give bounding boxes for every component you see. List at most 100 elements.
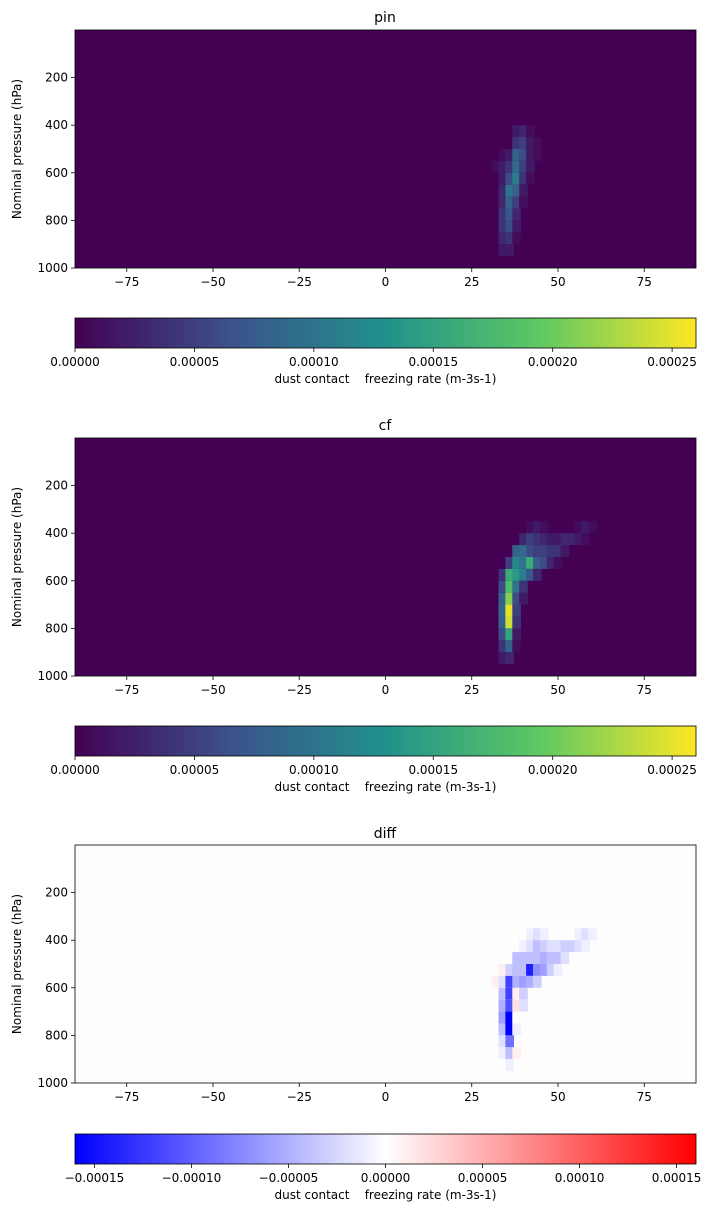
heatmap-cell xyxy=(574,928,584,941)
heatmap-cell xyxy=(512,964,521,976)
heatmap-cell xyxy=(539,521,549,534)
heatmap-cell xyxy=(505,1023,515,1036)
heatmap-cell xyxy=(498,568,508,581)
x-tick-label: 25 xyxy=(464,275,479,289)
heatmap-cell xyxy=(553,952,563,964)
heatmap-cell xyxy=(498,1035,508,1048)
colorbar-tick-label: −0.00010 xyxy=(162,1171,222,1185)
heatmap-cell xyxy=(498,964,508,976)
heatmap-cell xyxy=(498,1011,508,1024)
heatmap-cell xyxy=(526,125,535,138)
heatmap-cell xyxy=(498,652,508,665)
colorbar-tick-label: 0.00005 xyxy=(170,763,220,777)
heatmap-cell xyxy=(526,545,535,557)
heatmap-cell xyxy=(519,987,528,1000)
heatmap-cell xyxy=(512,975,521,988)
heatmap-cell xyxy=(519,125,528,138)
heatmap-cell xyxy=(498,1047,508,1060)
heatmap-cell xyxy=(491,160,501,173)
colorbar-tick-label: 0.00025 xyxy=(647,763,697,777)
colorbar-tick-label: 0.00015 xyxy=(408,355,458,369)
heatmap-cell xyxy=(526,928,535,941)
heatmap-cell xyxy=(519,964,528,976)
heatmap-cell xyxy=(546,964,556,976)
x-tick-label: 75 xyxy=(637,275,652,289)
heatmap-cell xyxy=(512,137,521,149)
heatmap-cell xyxy=(519,149,528,161)
heatmap-cell xyxy=(505,1035,515,1048)
heatmap-cell xyxy=(505,244,515,257)
heatmap-cell xyxy=(498,184,508,197)
heatmap-cell xyxy=(526,160,535,173)
heatmap-cell xyxy=(519,196,528,209)
heatmap-cell xyxy=(512,232,521,245)
heatmap-cell xyxy=(519,137,528,149)
x-tick-label: −50 xyxy=(200,1090,225,1104)
colorbar-tick-label: 0.00025 xyxy=(647,355,697,369)
heatmap-cell xyxy=(581,521,590,534)
x-tick-label: −25 xyxy=(287,1090,312,1104)
heatmap-cell xyxy=(505,557,515,569)
heatmap-cell xyxy=(539,940,549,953)
heatmap-cell xyxy=(553,533,563,546)
heatmap-cell xyxy=(505,172,515,185)
chart-title: pin xyxy=(374,10,396,26)
heatmap-cell xyxy=(574,940,584,953)
heatmap-cell xyxy=(539,557,549,569)
heatmap-cell xyxy=(526,940,535,953)
heatmap-cell xyxy=(498,640,508,653)
heatmap-cell xyxy=(498,220,508,233)
y-tick-label: 400 xyxy=(45,526,68,540)
colorbar-label: dust contact freezing rate (m-3s-1) xyxy=(275,1188,497,1202)
heatmap-cell xyxy=(498,232,508,245)
heatmap-cell xyxy=(526,149,535,161)
heatmap-cell xyxy=(498,604,508,617)
heatmap-cell xyxy=(553,545,563,557)
heatmap-cell xyxy=(498,160,508,173)
heatmap-cell xyxy=(574,533,584,546)
heatmap-cell xyxy=(498,628,508,641)
y-axis-label: Nominal pressure (hPa) xyxy=(10,79,24,219)
heatmap-cell xyxy=(505,628,515,641)
heatmap-cell xyxy=(553,940,563,953)
colorbar-label: dust contact freezing rate (m-3s-1) xyxy=(275,372,497,386)
plot-background xyxy=(75,30,696,268)
colorbar-tick-label: 0.00000 xyxy=(50,763,100,777)
heatmap-cell xyxy=(512,220,521,233)
heatmap-cell xyxy=(512,952,521,964)
heatmap-cell xyxy=(498,592,508,605)
heatmap-cell xyxy=(567,940,577,953)
heatmap-cell xyxy=(526,568,535,581)
x-tick-label: 0 xyxy=(382,683,390,697)
heatmap-cell xyxy=(505,196,515,209)
heatmap-cell xyxy=(519,940,528,953)
y-tick-label: 200 xyxy=(45,886,68,900)
heatmap-cell xyxy=(519,999,528,1012)
heatmap-cell xyxy=(519,184,528,197)
heatmap-cell xyxy=(498,987,508,1000)
x-tick-label: 25 xyxy=(464,1090,479,1104)
panel-diff: diff Nominal pressure (hPa) −75 −50 −25 0 25… xyxy=(10,826,701,1202)
y-tick-label: 1000 xyxy=(37,261,68,275)
heatmap-cell xyxy=(532,521,542,534)
heatmap-cell xyxy=(505,987,515,1000)
heatmap-cell xyxy=(519,160,528,173)
heatmap-cell xyxy=(539,545,549,557)
heatmap-cell xyxy=(498,149,508,161)
heatmap-cell xyxy=(581,533,590,546)
y-tick-label: 1000 xyxy=(37,669,68,683)
colorbar-tick-label: 0.00020 xyxy=(528,355,578,369)
heatmap-cell xyxy=(512,184,521,197)
heatmap-cell xyxy=(512,1047,521,1060)
x-tick-label: −75 xyxy=(114,683,139,697)
heatmap-cell xyxy=(498,196,508,209)
y-tick-label: 800 xyxy=(45,621,68,635)
heatmap-cell xyxy=(498,1023,508,1036)
heatmap-cell xyxy=(526,521,535,534)
heatmap-cell xyxy=(546,557,556,569)
colorbar xyxy=(74,1133,697,1165)
heatmap-cell xyxy=(512,196,521,209)
heatmap-cell xyxy=(532,533,542,546)
colorbar xyxy=(74,317,697,349)
colorbar-tick-label: 0.00000 xyxy=(50,355,100,369)
